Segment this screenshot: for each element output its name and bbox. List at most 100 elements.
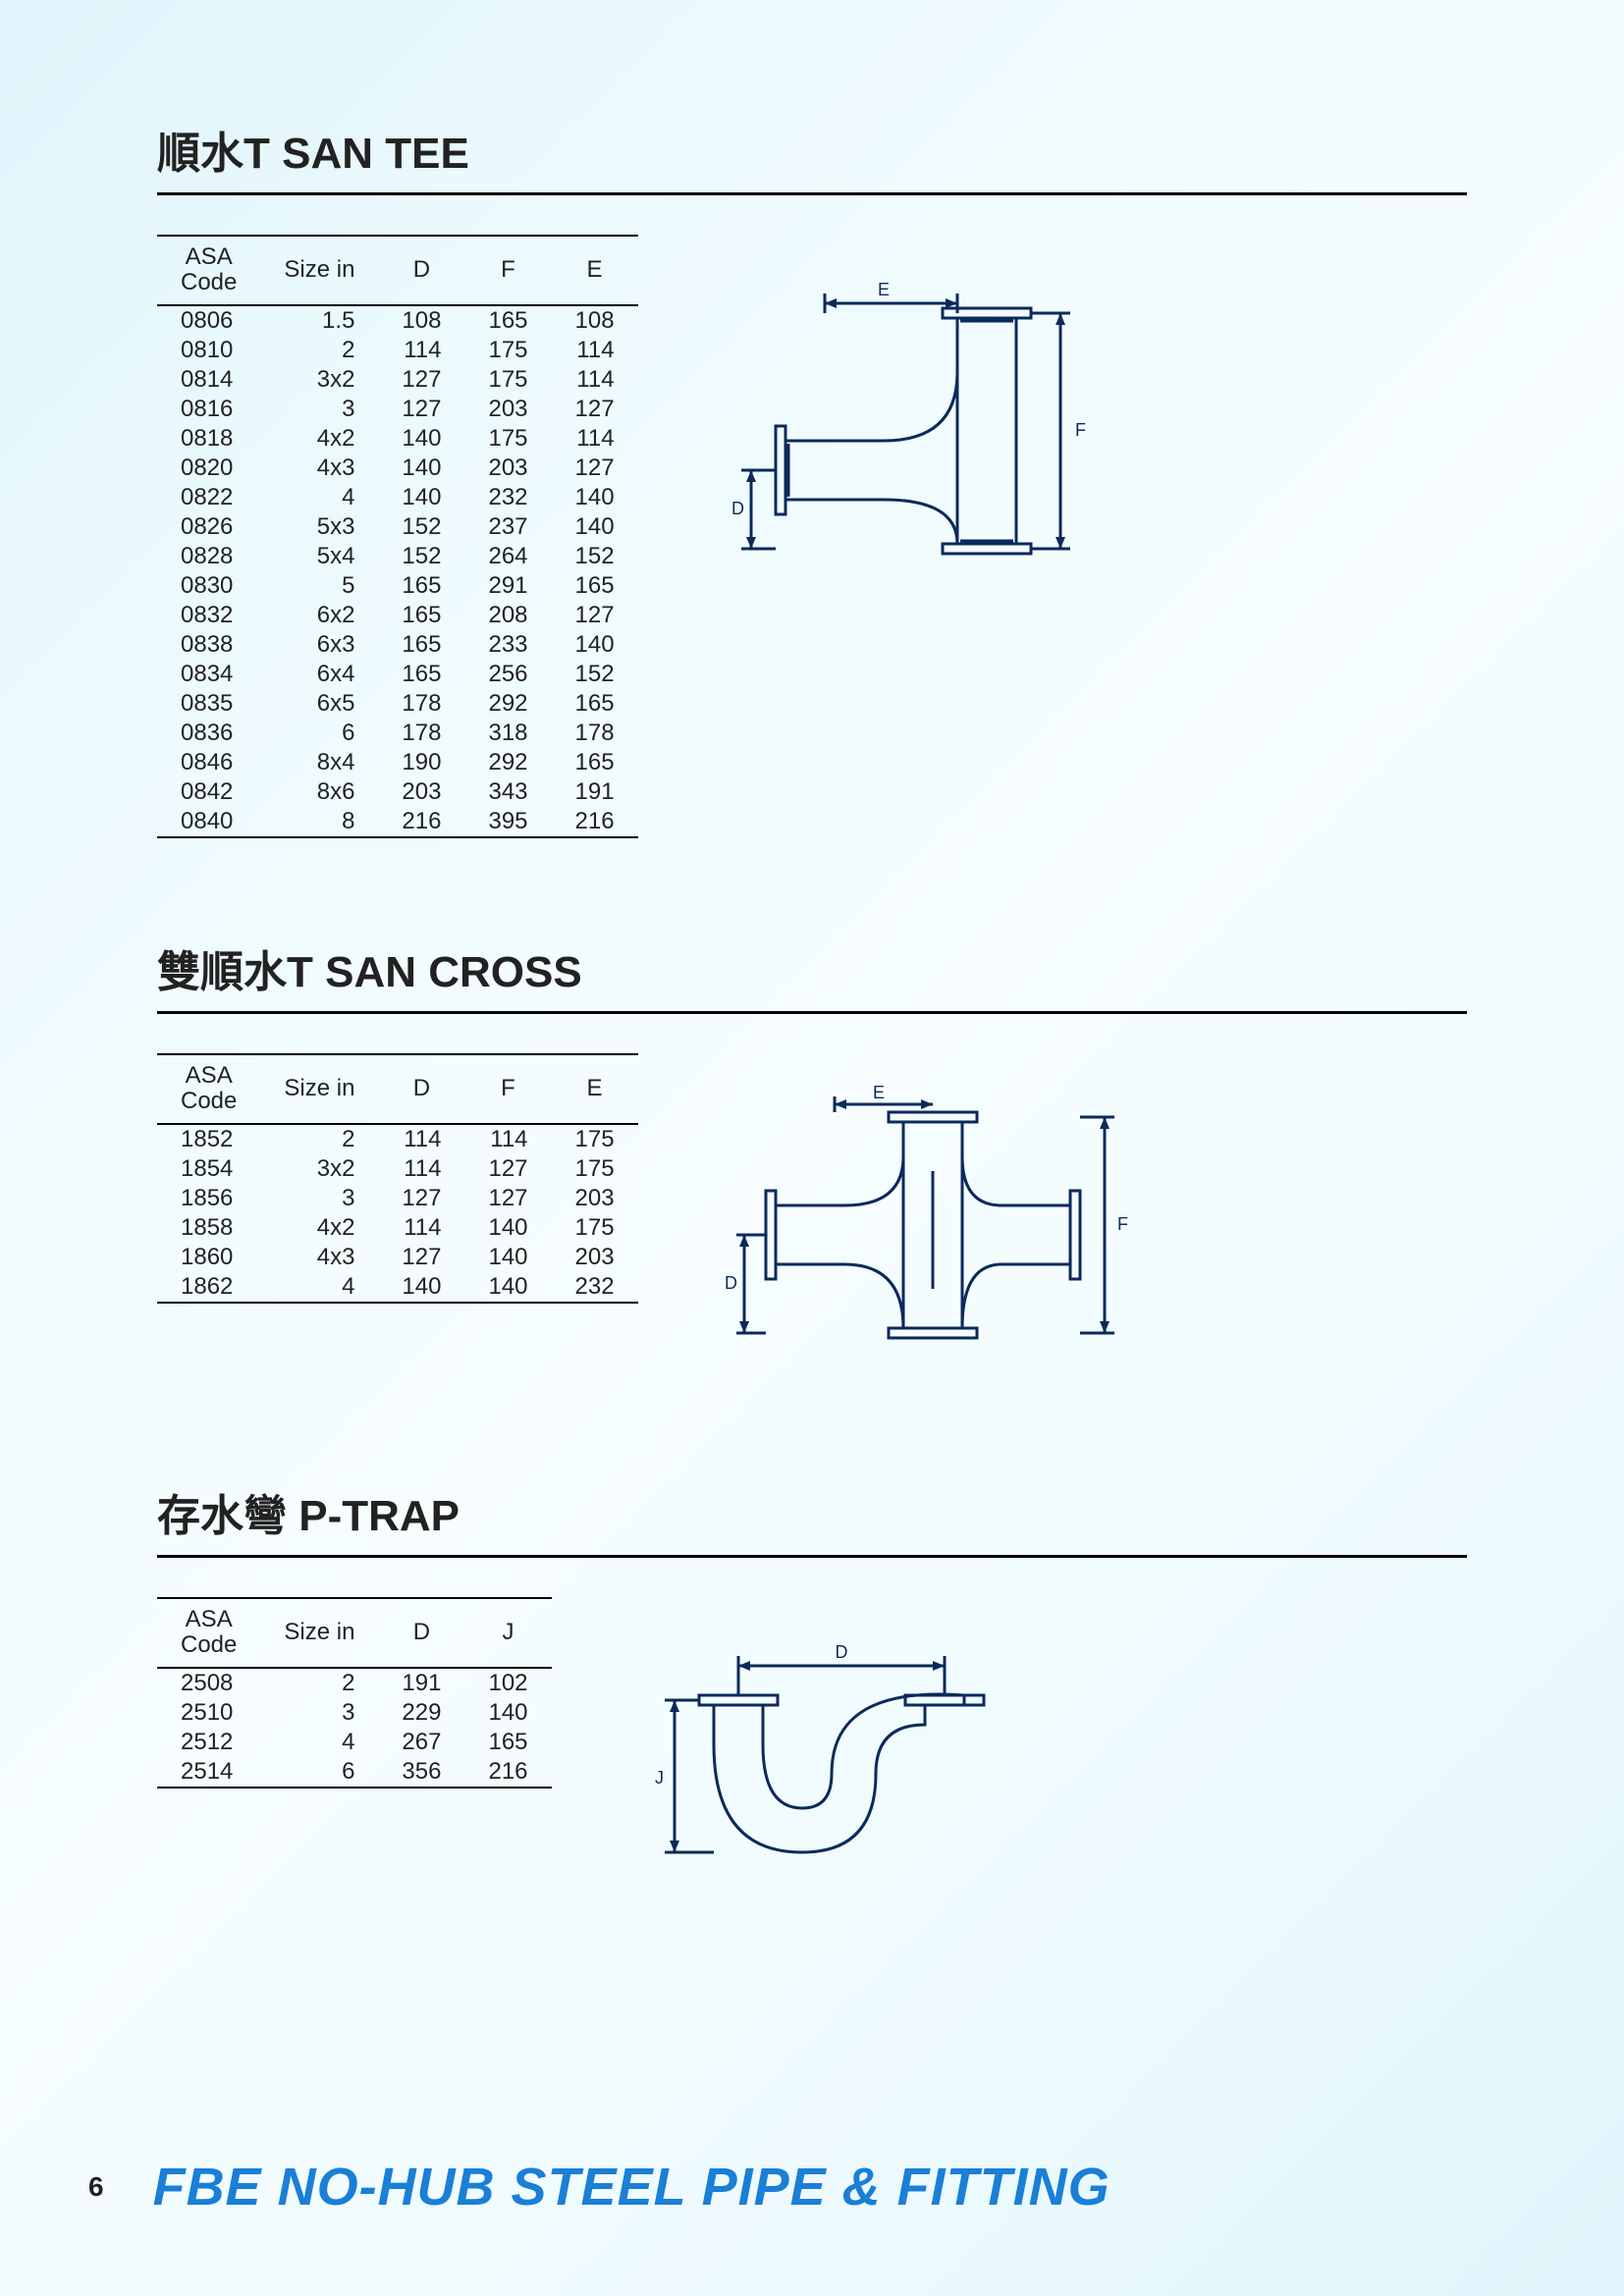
section-title: 雙順水T SAN CROSS [157, 936, 1467, 1014]
table-cell: 232 [552, 1272, 638, 1303]
table-cell: 203 [464, 454, 551, 483]
table-cell: 216 [552, 807, 638, 837]
table-cell: 127 [552, 454, 638, 483]
table-cell: 0838 [157, 630, 260, 660]
table-row: 08356x5178292165 [157, 689, 638, 719]
table-cell: 178 [378, 689, 464, 719]
table-cell: 0818 [157, 424, 260, 454]
table-cell: 3 [260, 1698, 378, 1728]
table-cell: 8 [260, 807, 378, 837]
table-cell: 127 [378, 1243, 464, 1272]
column-header: F [464, 236, 551, 305]
table-cell: 0826 [157, 512, 260, 542]
table-cell: 140 [464, 1272, 551, 1303]
column-header: Size in [260, 1598, 378, 1668]
table-cell: 152 [552, 660, 638, 689]
table-cell: 114 [378, 336, 464, 365]
table-cell: 140 [464, 1213, 551, 1243]
table-header-row: ASACodeSize inDJ [157, 1598, 552, 1668]
table-cell: 1858 [157, 1213, 260, 1243]
column-header: ASACode [157, 1598, 260, 1668]
table-cell: 5 [260, 571, 378, 601]
column-header: J [464, 1598, 551, 1668]
table-cell: 2512 [157, 1728, 260, 1757]
table-cell: 165 [378, 660, 464, 689]
table-cell: 3x2 [260, 1154, 378, 1184]
table-san-tee: ASACodeSize inDFE 08061.5108165108081021… [157, 235, 638, 838]
table-cell: 0846 [157, 748, 260, 777]
table-body: 1852211411417518543x21141271751856312712… [157, 1124, 638, 1303]
table-cell: 0806 [157, 305, 260, 336]
table-cell: 1856 [157, 1184, 260, 1213]
table-cell: 165 [552, 571, 638, 601]
table-cell: 165 [378, 630, 464, 660]
table-cell: 2514 [157, 1757, 260, 1788]
section-body: ASACodeSize inDFE 08061.5108165108081021… [157, 235, 1467, 838]
table-cell: 140 [378, 1272, 464, 1303]
table-cell: 318 [464, 719, 551, 748]
diagram-san-tee: E F D [717, 264, 1090, 603]
table-cell: 203 [378, 777, 464, 807]
table-row: 25082191102 [157, 1668, 552, 1698]
table-cell: 152 [378, 542, 464, 571]
table-cell: 6x2 [260, 601, 378, 630]
table-cell: 343 [464, 777, 551, 807]
table-cell: 175 [552, 1154, 638, 1184]
table-row: 08102114175114 [157, 336, 638, 365]
table-row: 08305165291165 [157, 571, 638, 601]
table-cell: 6 [260, 1757, 378, 1788]
table-cell: 208 [464, 601, 551, 630]
table-cell: 4x3 [260, 454, 378, 483]
table-body: 08061.51081651080810211417511408143x2127… [157, 305, 638, 837]
table-cell: 233 [464, 630, 551, 660]
footer-title: FBE NO-HUB STEEL PIPE & FITTING [153, 2157, 1110, 2217]
table-cell: 1862 [157, 1272, 260, 1303]
table-cell: 152 [378, 512, 464, 542]
table-row: 18624140140232 [157, 1272, 638, 1303]
table-cell: 395 [464, 807, 551, 837]
dim-label-j: J [655, 1768, 664, 1788]
table-cell: 2 [260, 1124, 378, 1154]
page-footer: 6 FBE NO-HUB STEEL PIPE & FITTING [0, 2157, 1624, 2217]
table-row: 08366178318178 [157, 719, 638, 748]
dim-label-e: E [878, 280, 890, 299]
table: ASACodeSize inDFE 1852211411417518543x21… [157, 1053, 638, 1304]
table-cell: 1854 [157, 1154, 260, 1184]
table-cell: 152 [552, 542, 638, 571]
table-cell: 108 [378, 305, 464, 336]
table-cell: 4 [260, 1272, 378, 1303]
table-cell: 140 [378, 454, 464, 483]
table-cell: 0814 [157, 365, 260, 395]
table-row: 08163127203127 [157, 395, 638, 424]
table-row: 25103229140 [157, 1698, 552, 1728]
column-header: Size in [260, 236, 378, 305]
table-cell: 114 [552, 336, 638, 365]
table-cell: 203 [464, 395, 551, 424]
table-cell: 229 [378, 1698, 464, 1728]
table-cell: 267 [378, 1728, 464, 1757]
table-cell: 175 [464, 365, 551, 395]
table-cell: 292 [464, 689, 551, 719]
table-cell: 6 [260, 719, 378, 748]
table-cell: 140 [552, 483, 638, 512]
table-cell: 0834 [157, 660, 260, 689]
dim-label-f: F [1117, 1214, 1128, 1234]
table-cell: 6x5 [260, 689, 378, 719]
section-p-trap: 存水彎 P-TRAP ASACodeSize inDJ 250821911022… [157, 1480, 1467, 1926]
table-cell: 165 [552, 748, 638, 777]
section-san-tee: 順水T SAN TEE ASACodeSize inDFE 08061.5108… [157, 118, 1467, 838]
table-cell: 127 [378, 395, 464, 424]
table-row: 18543x2114127175 [157, 1154, 638, 1184]
table-cell: 1.5 [260, 305, 378, 336]
page-number: 6 [88, 2171, 104, 2203]
section-san-cross: 雙順水T SAN CROSS ASACodeSize inDFE 1852211… [157, 936, 1467, 1382]
table-cell: 3 [260, 395, 378, 424]
table-cell: 3 [260, 1184, 378, 1213]
table-row: 08143x2127175114 [157, 365, 638, 395]
column-header: ASACode [157, 1054, 260, 1124]
table-cell: 127 [552, 395, 638, 424]
table-row: 08468x4190292165 [157, 748, 638, 777]
table-cell: 191 [378, 1668, 464, 1698]
table-body: 2508219110225103229140251242671652514635… [157, 1668, 552, 1788]
table-cell: 3x2 [260, 365, 378, 395]
